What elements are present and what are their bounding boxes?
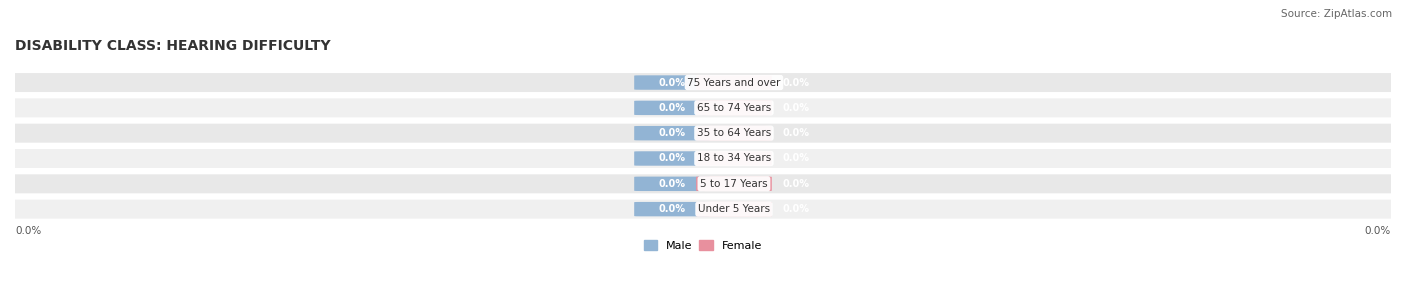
Text: 0.0%: 0.0% xyxy=(658,204,686,214)
FancyBboxPatch shape xyxy=(634,177,710,191)
Text: 0.0%: 0.0% xyxy=(658,128,686,138)
FancyBboxPatch shape xyxy=(634,75,710,90)
Text: 0.0%: 0.0% xyxy=(782,153,810,163)
FancyBboxPatch shape xyxy=(634,202,710,216)
Text: 0.0%: 0.0% xyxy=(658,77,686,88)
FancyBboxPatch shape xyxy=(634,126,710,140)
Text: 0.0%: 0.0% xyxy=(658,103,686,113)
Text: 0.0%: 0.0% xyxy=(15,226,41,236)
Text: 0.0%: 0.0% xyxy=(782,103,810,113)
Text: 0.0%: 0.0% xyxy=(782,77,810,88)
Text: 75 Years and over: 75 Years and over xyxy=(688,77,780,88)
FancyBboxPatch shape xyxy=(1,99,1405,117)
Legend: Male, Female: Male, Female xyxy=(640,235,766,255)
FancyBboxPatch shape xyxy=(696,75,772,90)
FancyBboxPatch shape xyxy=(634,151,710,166)
FancyBboxPatch shape xyxy=(696,126,772,140)
Text: 35 to 64 Years: 35 to 64 Years xyxy=(697,128,770,138)
FancyBboxPatch shape xyxy=(696,101,772,115)
Text: 0.0%: 0.0% xyxy=(658,153,686,163)
FancyBboxPatch shape xyxy=(634,101,710,115)
FancyBboxPatch shape xyxy=(1,200,1405,219)
Text: 0.0%: 0.0% xyxy=(782,179,810,189)
Text: 0.0%: 0.0% xyxy=(658,179,686,189)
Text: DISABILITY CLASS: HEARING DIFFICULTY: DISABILITY CLASS: HEARING DIFFICULTY xyxy=(15,39,330,53)
FancyBboxPatch shape xyxy=(1,73,1405,92)
FancyBboxPatch shape xyxy=(1,174,1405,193)
FancyBboxPatch shape xyxy=(696,202,772,216)
Text: 0.0%: 0.0% xyxy=(782,204,810,214)
FancyBboxPatch shape xyxy=(696,151,772,166)
FancyBboxPatch shape xyxy=(696,177,772,191)
Text: 5 to 17 Years: 5 to 17 Years xyxy=(700,179,768,189)
Text: Source: ZipAtlas.com: Source: ZipAtlas.com xyxy=(1281,9,1392,19)
Text: Under 5 Years: Under 5 Years xyxy=(697,204,770,214)
Text: 0.0%: 0.0% xyxy=(782,128,810,138)
FancyBboxPatch shape xyxy=(1,124,1405,143)
FancyBboxPatch shape xyxy=(1,149,1405,168)
Text: 65 to 74 Years: 65 to 74 Years xyxy=(697,103,770,113)
Text: 18 to 34 Years: 18 to 34 Years xyxy=(697,153,770,163)
Text: 0.0%: 0.0% xyxy=(1365,226,1391,236)
